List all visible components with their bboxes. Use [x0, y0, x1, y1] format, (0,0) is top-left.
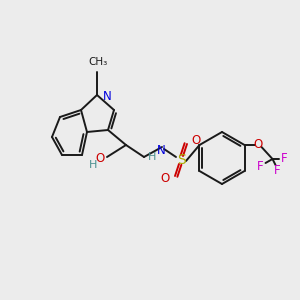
Text: S: S — [177, 153, 185, 167]
Text: H: H — [148, 152, 156, 162]
Text: O: O — [253, 139, 262, 152]
Text: N: N — [103, 91, 111, 103]
Text: O: O — [95, 152, 105, 164]
Text: F: F — [274, 164, 281, 178]
Text: H: H — [89, 160, 97, 170]
Text: O: O — [191, 134, 201, 148]
Text: F: F — [257, 160, 264, 173]
Text: N: N — [157, 143, 165, 157]
Text: F: F — [281, 152, 288, 164]
Text: O: O — [160, 172, 169, 184]
Text: CH₃: CH₃ — [88, 57, 108, 67]
